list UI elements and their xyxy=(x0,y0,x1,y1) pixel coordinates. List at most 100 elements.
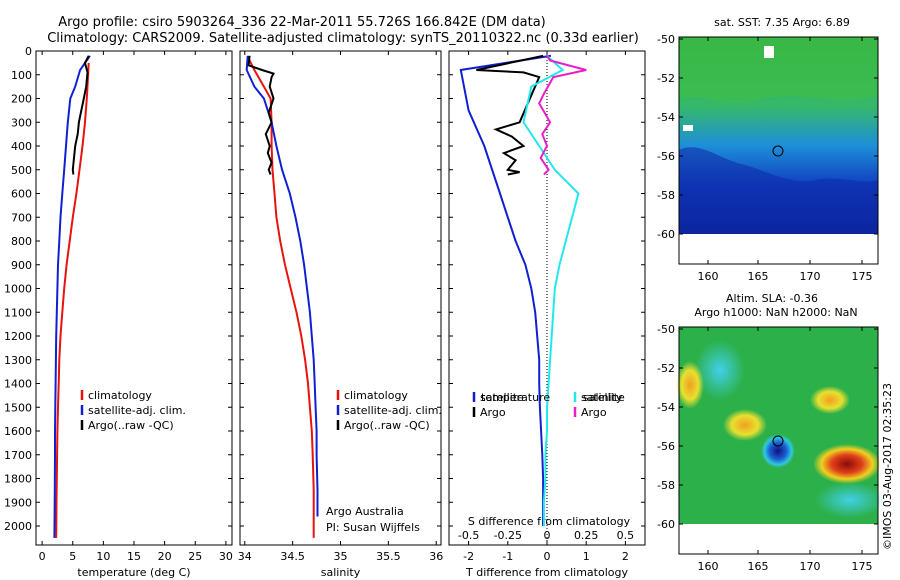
sla-map-blue-eddy xyxy=(761,434,795,468)
depth-tick-label: 1600 xyxy=(4,425,32,438)
sla-map-yellow-2 xyxy=(676,361,704,409)
sla-map-blank xyxy=(679,524,878,554)
difference-series-line xyxy=(538,55,587,176)
sst-map-land-1 xyxy=(764,46,774,58)
sst-map-cold-tongue xyxy=(679,147,878,234)
depth-tick-label: 900 xyxy=(11,259,32,272)
header-line-2: Climatology: CARS2009. Satellite-adjuste… xyxy=(47,31,639,46)
depth-tick-label: 1800 xyxy=(4,473,32,486)
map-ytick-label: -60 xyxy=(657,228,675,241)
sst-map-blank xyxy=(679,234,878,264)
sst-map-warm-patch xyxy=(679,37,878,103)
sla-map-frame xyxy=(678,326,879,555)
difference-xtick-label: -1 xyxy=(502,550,513,563)
salinity-panel: 34 34.5 35 35.5 36 salinity climatology satelli… xyxy=(238,50,443,579)
map-xtick-label: 160 xyxy=(698,560,719,573)
difference-panel: -2 -1 0 1 2 T difference from climatology -0.5… xyxy=(448,50,646,579)
depth-tick-label: 300 xyxy=(11,116,32,129)
temperature-frame xyxy=(35,50,233,546)
depth-tick-label: 1100 xyxy=(4,306,32,319)
difference-x2tick-label: 0.25 xyxy=(574,529,599,542)
temperature-xtick-label: 25 xyxy=(188,550,202,563)
map-xtick-label: 165 xyxy=(748,270,769,283)
sst-map-land-2 xyxy=(683,125,693,131)
temperature-series-line xyxy=(71,55,90,175)
sst-map-title: sat. SST: 7.35 Argo: 6.89 xyxy=(714,16,850,29)
legend-label: satellite-adj. clim. xyxy=(344,404,442,417)
difference-x2tick-label: -0.5 xyxy=(458,529,479,542)
sla-map-cyan-2 xyxy=(815,482,885,518)
difference-series-line xyxy=(476,54,544,176)
map-xtick-label: 175 xyxy=(852,560,873,573)
sst-map-argo-marker xyxy=(772,145,784,157)
salinity-series-line xyxy=(247,55,275,175)
temperature-xtick-label: 0 xyxy=(39,550,46,563)
sla-map-title-2: Argo h1000: NaN h2000: NaN xyxy=(694,306,857,319)
map-ytick-label: -52 xyxy=(657,72,675,85)
depth-tick-label: 1000 xyxy=(4,283,32,296)
difference-x2label: S difference from climatology xyxy=(468,515,631,528)
sst-map-ticks: 160 165 170 175 -50 -52 -54 -56 -58 -60 xyxy=(657,33,878,283)
difference-x2tick-label: -0.25 xyxy=(494,529,522,542)
temperature-xtick-label: 15 xyxy=(127,550,141,563)
salinity-xlabel: salinity xyxy=(321,566,361,579)
sla-map-argo-marker xyxy=(772,435,784,447)
salinity-xtick-label: 34.5 xyxy=(280,550,305,563)
legend-label: climatology xyxy=(88,389,152,402)
sla-map-title-1: Altim. SLA: -0.36 xyxy=(726,292,818,305)
depth-tick-label: 1400 xyxy=(4,378,32,391)
map-xtick-label: 160 xyxy=(698,270,719,283)
legend-label: Argo(..raw -QC) xyxy=(88,419,174,432)
difference-xlabel: T difference from climatology xyxy=(465,566,628,579)
legend-label: climatology xyxy=(344,389,408,402)
depth-tick-label: 600 xyxy=(11,188,32,201)
salinity-xtick-label: 36 xyxy=(429,550,443,563)
map-ytick-label: -58 xyxy=(657,479,675,492)
legend-label: satellite xyxy=(581,391,625,404)
map-ytick-label: -52 xyxy=(657,362,675,375)
legend-label: Argo(..raw -QC) xyxy=(344,419,430,432)
difference-series-line xyxy=(522,55,580,526)
credit-label: ©IMOS 03-Aug-2017 02:35:23 xyxy=(881,383,894,550)
map-ytick-label: -56 xyxy=(657,440,675,453)
depth-tick-label: 500 xyxy=(11,164,32,177)
difference-xtick-label: 1 xyxy=(583,550,590,563)
legend-title-salinity: salinity xyxy=(583,391,623,404)
header-line-1: Argo profile: csiro 5903264_336 22-Mar-2… xyxy=(58,15,546,30)
difference-xtick-label: -2 xyxy=(463,550,474,563)
temperature-xlabel: temperature (deg C) xyxy=(77,566,190,579)
map-ytick-label: -60 xyxy=(657,518,675,531)
sla-map-ticks: 160 165 170 175 -50 -52 -54 -56 -58 -60 xyxy=(657,323,878,573)
legend-label: Argo xyxy=(581,406,607,419)
temperature-panel: 0 5 10 15 20 25 30 temperature (deg C) 0 100 200 30… xyxy=(4,45,233,579)
difference-x2tick-label: 0 xyxy=(544,529,551,542)
depth-tick-label: 2000 xyxy=(4,520,32,533)
salinity-series-line xyxy=(245,55,319,517)
temperature-xtick-label: 5 xyxy=(69,550,76,563)
map-xtick-label: 175 xyxy=(852,270,873,283)
sla-map: Altim. SLA: -0.36 Argo h1000: NaN h2000:… xyxy=(657,292,885,573)
map-ytick-label: -56 xyxy=(657,150,675,163)
depth-tick-label: 100 xyxy=(11,69,32,82)
map-ytick-label: -58 xyxy=(657,189,675,202)
difference-xtick-label: 0 xyxy=(544,550,551,563)
map-ytick-label: -54 xyxy=(657,401,675,414)
depth-tick-label: 1500 xyxy=(4,401,32,414)
sst-map-frame xyxy=(678,36,879,265)
pi-label: PI: Susan Wijffels xyxy=(326,521,420,534)
legend-label: Argo xyxy=(480,406,506,419)
depth-tick-label: 1300 xyxy=(4,354,32,367)
map-xtick-label: 170 xyxy=(800,560,821,573)
map-ytick-label: -50 xyxy=(657,33,675,46)
temperature-xtick-label: 20 xyxy=(158,550,172,563)
map-ytick-label: -54 xyxy=(657,111,675,124)
depth-tick-label: 1700 xyxy=(4,449,32,462)
difference-x2tick-label: 0.5 xyxy=(617,529,635,542)
difference-series-line xyxy=(459,54,552,526)
salinity-xtick-label: 35 xyxy=(334,550,348,563)
depth-tick-label: 0 xyxy=(25,45,32,58)
temperature-xtick-label: 30 xyxy=(219,550,233,563)
legend-label: satellite-adj. clim. xyxy=(88,404,186,417)
sla-map-yellow-1 xyxy=(723,409,767,441)
